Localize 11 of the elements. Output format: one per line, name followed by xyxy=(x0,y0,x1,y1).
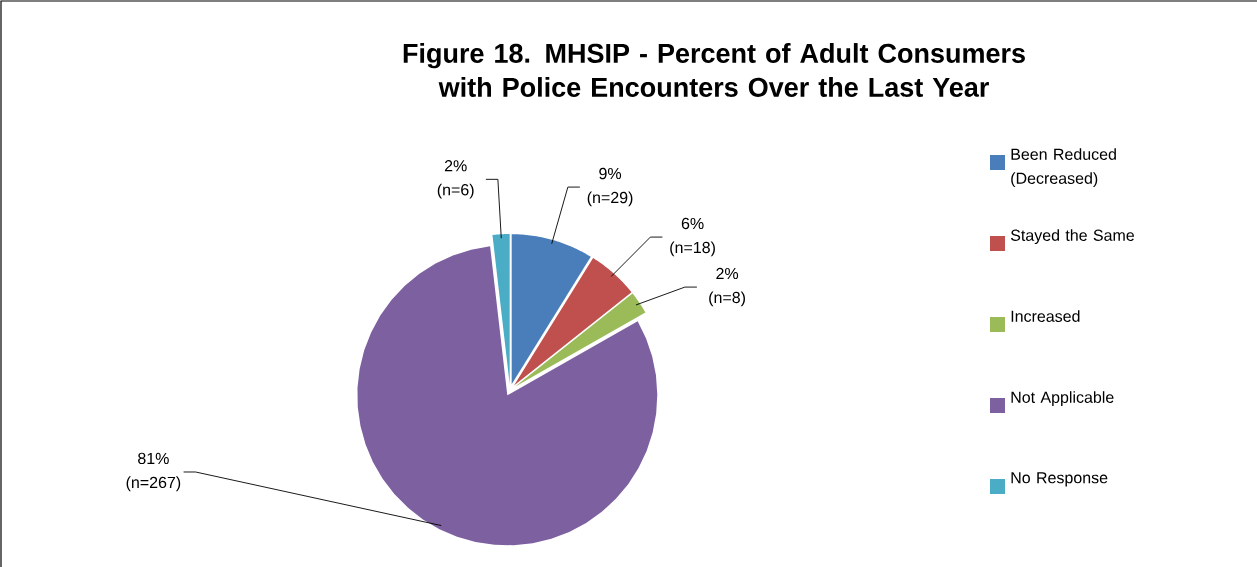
chart-title: Figure 18. MHSIP - Percent of Adult Consumers with Police Encounters Over the Last Year xyxy=(403,43,1025,97)
legend-label: Stayed the Same xyxy=(1010,229,1134,245)
legend-label: Not Applicable xyxy=(1011,391,1114,407)
legend-label: No Response xyxy=(1011,472,1108,487)
legend-label: Been Reduced (Decreased) xyxy=(1011,148,1116,188)
data-label: 2% (n=6) xyxy=(437,160,474,199)
data-label: 6% (n=18) xyxy=(670,217,715,257)
data-label: 9% (n=29) xyxy=(587,167,633,207)
legend-label: Increased xyxy=(1011,310,1080,322)
data-label: 81% (n=267) xyxy=(126,452,181,492)
data-label: 2% (n=8) xyxy=(709,267,745,307)
